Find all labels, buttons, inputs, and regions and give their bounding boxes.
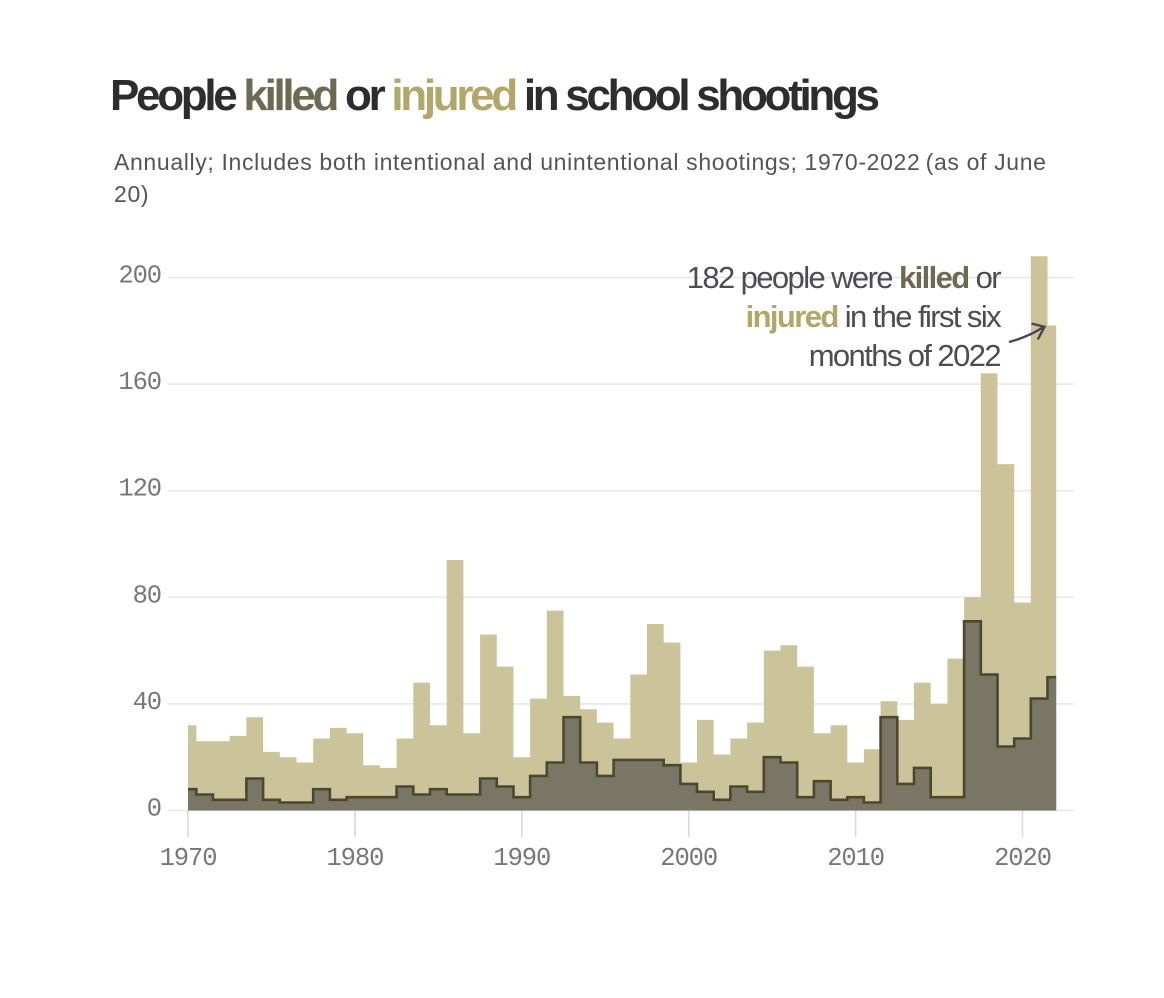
svg-text:120: 120 [118,475,161,504]
svg-text:2010: 2010 [827,844,884,873]
svg-text:1990: 1990 [493,844,550,873]
svg-text:80: 80 [133,581,161,610]
svg-text:40: 40 [133,688,161,717]
svg-text:2020: 2020 [994,844,1051,873]
svg-text:200: 200 [118,262,161,291]
svg-text:160: 160 [118,368,161,397]
svg-text:1980: 1980 [326,844,383,873]
svg-text:2000: 2000 [660,844,717,873]
svg-text:1970: 1970 [160,844,217,873]
svg-text:0: 0 [147,795,161,824]
